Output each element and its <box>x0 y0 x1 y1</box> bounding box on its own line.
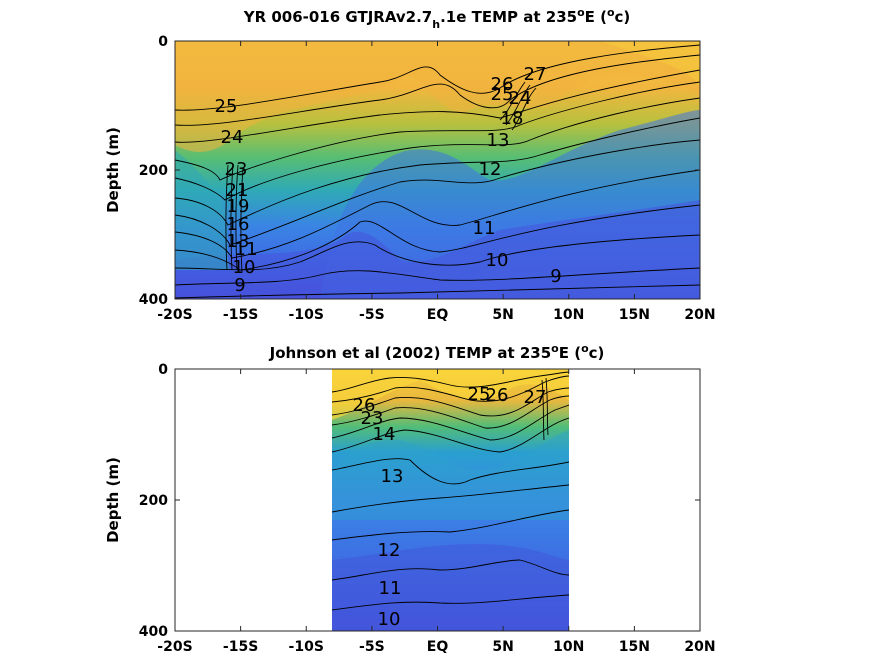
contour-label: 9 <box>550 266 561 287</box>
contour-label: 10 <box>378 609 401 630</box>
contour-label: 25 <box>468 384 491 405</box>
contour-label: 25 <box>215 96 238 117</box>
contour-label: 14 <box>373 424 396 445</box>
contour-label: 11 <box>379 578 402 599</box>
x-tick-label: -10S <box>289 307 324 323</box>
contour-label: 26 <box>353 395 376 416</box>
contour-label: 21 <box>226 180 249 201</box>
y-tick-label: 200 <box>139 163 168 179</box>
x-tick-label: 5N <box>492 307 513 323</box>
y-tick-label: 400 <box>139 292 168 308</box>
contour-label: 16 <box>227 214 250 235</box>
contour-label: 19 <box>227 196 250 217</box>
x-tick-label: EQ <box>427 639 449 655</box>
ylabel-top: Depth (m) <box>104 127 122 213</box>
y-tick-label: 200 <box>139 493 168 509</box>
contour-labels-bottom: 26 23 14 13 25 26 27 12 11 10 <box>353 384 547 630</box>
x-tick-label: -15S <box>223 639 258 655</box>
contour-label: 11 <box>473 218 496 239</box>
contour-label: 12 <box>479 159 502 180</box>
x-tick-label: 20N <box>684 639 715 655</box>
contour-label: 26 <box>491 74 514 95</box>
contours-bottom <box>332 371 569 611</box>
y-tick-label: 0 <box>158 34 168 50</box>
contour-label: 24 <box>509 88 532 109</box>
x-tick-label: 10N <box>553 307 584 323</box>
x-tick-label: 10N <box>553 639 584 655</box>
contour-label: 13 <box>381 466 404 487</box>
contours-top <box>175 44 700 299</box>
contour-label: 12 <box>378 540 401 561</box>
contour-label: 26 <box>486 385 509 406</box>
contour-label: 24 <box>221 127 244 148</box>
panel-top: YR 006-016 GTJRAv2.7h.1e TEMP at 235oE (… <box>104 6 716 323</box>
ticks-bottom: -20S -15S -10S -5S EQ 5N 10N 15N 20N 0 200 400 <box>139 362 716 655</box>
x-tick-label: 15N <box>619 307 650 323</box>
x-tick-label: 5N <box>492 639 513 655</box>
title-bottom: Johnson et al (2002) TEMP at 235oE (oc) <box>269 342 605 362</box>
title-top: YR 006-016 GTJRAv2.7h.1e TEMP at 235oE (… <box>243 6 631 31</box>
x-tick-label: -5S <box>359 639 385 655</box>
contour-label: 10 <box>486 250 509 271</box>
x-tick-label: -5S <box>359 307 385 323</box>
contour-label: 27 <box>524 387 547 408</box>
contour-labels-top: 25 24 23 21 19 16 13 11 10 9 27 26 25 24… <box>215 64 562 296</box>
x-tick-label: 15N <box>619 639 650 655</box>
contour-label: 27 <box>524 64 547 85</box>
contour-label: 13 <box>487 130 510 151</box>
y-tick-label: 400 <box>139 624 168 640</box>
x-tick-label: -20S <box>157 307 192 323</box>
contour-label: 18 <box>501 108 524 129</box>
x-tick-label: -20S <box>157 639 192 655</box>
contour-label: 11 <box>235 239 258 260</box>
panel-bottom: Johnson et al (2002) TEMP at 235oE (oc) <box>104 342 716 655</box>
contour-label: 23 <box>225 159 248 180</box>
x-tick-label: 20N <box>684 307 715 323</box>
contour-label: 10 <box>233 257 256 278</box>
x-tick-label: EQ <box>427 307 449 323</box>
contour-label: 23 <box>361 408 384 429</box>
x-tick-label: -15S <box>223 307 258 323</box>
contour-label: 13 <box>227 231 250 252</box>
y-tick-label: 0 <box>158 362 168 378</box>
x-tick-label: -10S <box>289 639 324 655</box>
contour-label: 9 <box>234 275 245 296</box>
ticks-top: -20S -15S -10S -5S EQ 5N 10N 15N 20N 0 200 400 <box>139 34 716 323</box>
contour-label: 25 <box>491 84 514 105</box>
ylabel-bottom: Depth (m) <box>104 457 122 543</box>
